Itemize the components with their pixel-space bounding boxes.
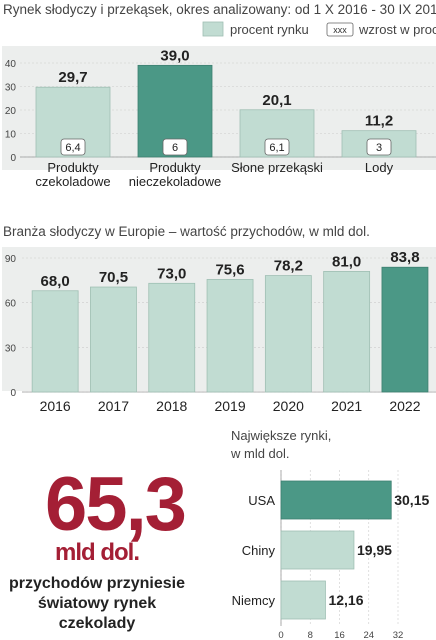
category-label: 2020 xyxy=(273,398,304,413)
bar xyxy=(280,580,326,620)
y-tick-label: 10 xyxy=(5,130,17,141)
value-label: 78,2 xyxy=(274,258,303,275)
bar xyxy=(148,282,196,393)
category-label: 2017 xyxy=(98,398,129,413)
y-tick-label: 90 xyxy=(5,254,17,265)
category-label: 2019 xyxy=(214,398,245,413)
y-tick-label: 0 xyxy=(10,388,16,399)
category-label: Produkty xyxy=(149,160,201,175)
chart-title: Największe rynki, xyxy=(231,428,331,443)
value-label: 20,1 xyxy=(262,92,291,109)
bar xyxy=(206,279,254,393)
value-label: 70,5 xyxy=(99,269,128,286)
highlight-unit: mld dol. xyxy=(55,539,139,566)
market-share-chart: Rynek słodyczy i przekąsek, okres analiz… xyxy=(2,2,436,189)
value-label: 81,0 xyxy=(332,253,361,270)
category-label: USA xyxy=(248,493,275,508)
chart-title: Branża słodyczy w Europie – wartość przy… xyxy=(3,224,370,239)
category-label: 2018 xyxy=(156,398,187,413)
y-tick-label: 0 xyxy=(10,153,16,164)
x-tick-label: 16 xyxy=(334,630,345,640)
category-label: Produkty xyxy=(47,160,99,175)
bar xyxy=(280,530,355,570)
growth-badge xyxy=(366,138,392,156)
value-label: 30,15 xyxy=(394,492,429,508)
x-tick-label: 32 xyxy=(393,630,404,640)
y-tick-label: 30 xyxy=(5,83,17,94)
growth-badge xyxy=(162,138,188,156)
chart-title: Rynek słodyczy i przekąsek, okres analiz… xyxy=(3,2,436,17)
growth-label: 6,4 xyxy=(65,142,80,154)
category-label: Niemcy xyxy=(232,593,276,608)
growth-badge xyxy=(60,138,86,156)
bar xyxy=(323,271,371,393)
value-label: 73,0 xyxy=(157,265,186,282)
bar xyxy=(90,286,137,393)
bar xyxy=(280,480,392,520)
x-tick-label: 8 xyxy=(308,630,313,640)
highlight-value: 65,3 xyxy=(45,462,185,547)
y-tick-label: 30 xyxy=(5,343,17,354)
europe-revenue-chart: Branża słodyczy w Europie – wartość przy… xyxy=(2,224,436,413)
growth-badge xyxy=(264,138,290,156)
category-label: czekoladowe xyxy=(35,174,110,189)
value-label: 12,16 xyxy=(328,592,363,608)
value-label: 11,2 xyxy=(365,113,393,130)
y-tick-label: 20 xyxy=(5,106,17,117)
bar xyxy=(264,275,312,393)
highlight-caption: przychodów przyniesie xyxy=(9,575,185,592)
bar xyxy=(31,290,79,393)
category-label: Chiny xyxy=(242,543,276,558)
x-tick-label: 0 xyxy=(278,630,283,640)
legend-label: wzrost w proc. xyxy=(358,22,436,37)
category-label: 2021 xyxy=(331,398,362,413)
category-label: Słone przekąski xyxy=(231,160,323,175)
highlight-caption: światowy rynek xyxy=(38,595,156,612)
legend-badge-text: xxx xyxy=(333,25,347,35)
category-label: nieczekoladowe xyxy=(129,174,222,189)
y-tick-label: 40 xyxy=(5,59,17,70)
y-tick-label: 60 xyxy=(5,299,17,310)
category-label: Lody xyxy=(365,160,394,175)
category-label: 2016 xyxy=(40,398,71,413)
growth-label: 6,1 xyxy=(269,142,284,154)
growth-label: 3 xyxy=(376,142,382,154)
value-label: 29,7 xyxy=(58,69,87,86)
highlight-caption: czekolady xyxy=(59,615,136,632)
value-label: 75,6 xyxy=(215,261,244,278)
value-label: 39,0 xyxy=(160,47,189,64)
value-label: 68,0 xyxy=(41,273,70,290)
legend-badge xyxy=(326,22,354,37)
category-label: 2022 xyxy=(389,398,420,413)
value-label: 19,95 xyxy=(357,542,392,558)
chart-title: w mld dol. xyxy=(230,446,290,461)
legend-label: procent rynku xyxy=(230,22,309,37)
x-tick-label: 24 xyxy=(363,630,374,640)
value-label: 83,8 xyxy=(390,249,419,266)
legend-swatch xyxy=(202,21,224,37)
growth-label: 6 xyxy=(172,142,178,154)
bar xyxy=(381,266,429,393)
